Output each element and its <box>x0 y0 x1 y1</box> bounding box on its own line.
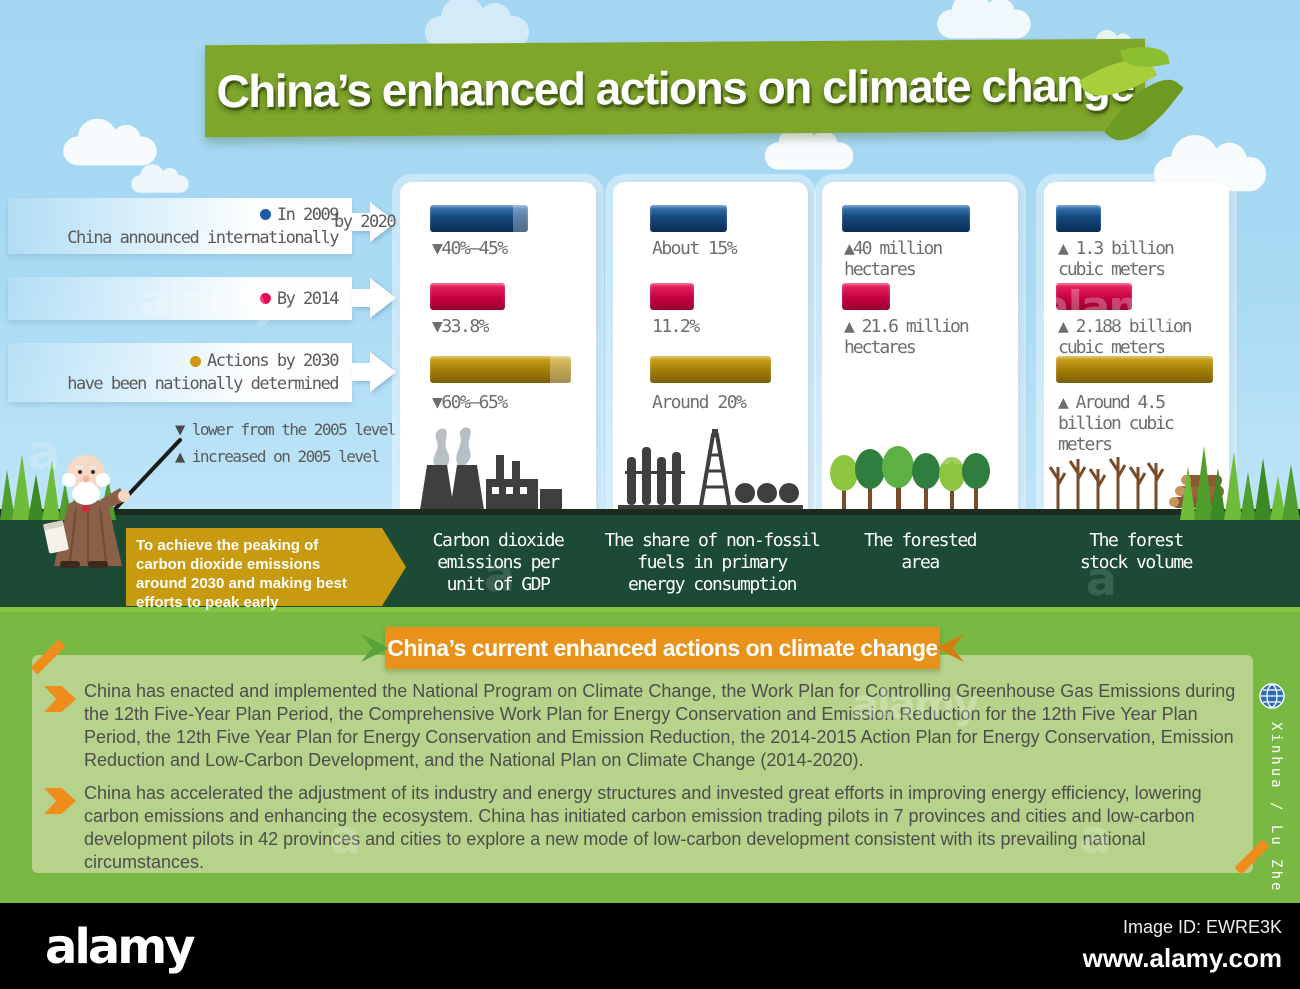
category-label-co2: Carbon dioxide emissions per unit of GDP <box>432 530 565 595</box>
bar-co2-2014 <box>430 283 505 310</box>
bar-foreststock-2014-value: ▲ 2.188 billion cubic meters <box>1058 316 1193 358</box>
bar-nonfossil-2020 <box>650 205 727 232</box>
bar-foreststock-2030 <box>1056 356 1213 383</box>
legend-row-2030-line1: Actions by 2030 <box>189 349 340 373</box>
peak-callout: To achieve the peaking of carbon dioxide… <box>126 528 406 611</box>
section-banner: China’s current enhanced actions on clim… <box>385 627 940 669</box>
legend-lower-note: ▼ lower from the 2005 level <box>175 420 397 440</box>
cloud-icon <box>131 164 189 193</box>
bar-co2-2014-value: ▼33.8% <box>432 316 490 337</box>
chart-column-forest-stock: ▲ 1.3 billion cubic meters ▲ 2.188 billi… <box>1044 182 1229 515</box>
paragraph-1: China has enacted and implemented the Na… <box>84 681 1236 770</box>
bar-forestarea-2020 <box>842 205 970 232</box>
image-id: Image ID: EWRE3K <box>1122 917 1282 937</box>
legend-lower-text: lower from the 2005 level <box>191 420 397 439</box>
grass-icon <box>1180 446 1300 520</box>
bar-nonfossil-2030-value: Around 20% <box>652 392 747 413</box>
legend-row-2020-label: In 2009 <box>276 204 340 225</box>
bar-co2-2020 <box>430 205 528 232</box>
bar-nonfossil-2030 <box>650 356 771 383</box>
legend-row-2014: By 2014 <box>8 277 352 320</box>
cloud-icon <box>764 125 854 170</box>
bar-foreststock-2030-value: ▲ Around 4.5 billion cubic meters <box>1058 392 1175 455</box>
alamy-website: www.alamy.com <box>1082 943 1282 973</box>
red-dot-icon <box>259 293 271 305</box>
legend-row-2030-sub: have been nationally determined <box>67 374 339 394</box>
photo-credit: Xinhua / Lu Zhe <box>1268 722 1284 894</box>
separator-line <box>0 607 1300 612</box>
bar-forestarea-2014 <box>842 283 890 310</box>
legend-row-2030: Actions by 2030 have been nationally det… <box>8 343 352 402</box>
legend-row-2014-label: By 2014 <box>276 288 340 309</box>
bar-nonfossil-2014 <box>650 283 694 310</box>
legend-note-by2020: by 2020 <box>334 212 397 232</box>
bar-forestarea-2020-value: ▲40 million hectares <box>844 238 943 280</box>
bar-co2-2020-value: ▼40%—45% <box>432 238 508 259</box>
page-title: China’s enhanced actions on climate chan… <box>216 58 1134 118</box>
chart-column-co2: ▼40%—45% ▼33.8% ▼60%—65% <box>400 182 596 515</box>
chart-column-forest-area: ▲40 million hectares ▲ 21.6 million hect… <box>822 182 1018 515</box>
gold-dot-icon <box>189 355 201 367</box>
professor-character <box>43 438 182 568</box>
power-plant-icon <box>420 427 562 510</box>
alamy-logo: alamy <box>45 919 196 975</box>
arrow-right-icon <box>352 352 396 392</box>
chart-column-nonfossil: About 15% 11.2% Around 20% <box>613 182 808 515</box>
legend-row-2014-line1: By 2014 <box>259 287 340 311</box>
legend-increase-text: increased on 2005 level <box>191 447 381 466</box>
cloud-icon <box>1153 135 1267 192</box>
arrow-right-icon <box>352 278 396 318</box>
cloud-icon <box>425 0 529 48</box>
legend-increase-note: ▲ increased on 2005 level <box>175 447 381 467</box>
bar-co2-2030 <box>430 356 571 383</box>
legend-row-2020: In 2009 China announced internationally <box>8 198 352 254</box>
cloud-icon <box>63 118 157 166</box>
arrow-right-icon <box>352 202 396 242</box>
cloud-icon <box>937 0 1031 39</box>
bar-foreststock-2020 <box>1056 205 1101 232</box>
bar-co2-2030-value: ▼60%—65% <box>432 392 508 413</box>
ground-line <box>0 509 1300 515</box>
section-banner-text: China’s current enhanced actions on clim… <box>387 634 938 661</box>
alamy-footer-bar: alamy Image ID: EWRE3K www.alamy.com <box>0 903 1300 989</box>
refinery-icon <box>618 429 803 510</box>
peak-callout-text: To achieve the peaking of carbon dioxide… <box>136 537 347 611</box>
category-label-nonfossil: The share of non-fossil fuels in primary… <box>604 530 821 595</box>
title-ribbon: China’s enhanced actions on climate chan… <box>205 38 1145 138</box>
actions-panel <box>32 655 1253 873</box>
bar-forestarea-2014-value: ▲ 21.6 million hectares <box>844 316 970 358</box>
bar-foreststock-2014 <box>1056 283 1132 310</box>
triangle-down-icon: ▼ <box>175 420 185 440</box>
blue-dot-icon <box>259 209 271 221</box>
bar-nonfossil-2020-value: About 15% <box>652 238 738 259</box>
forest-icon <box>830 446 990 510</box>
category-label-forest-area: The forested area <box>863 530 978 573</box>
triangle-up-icon: ▲ <box>175 447 185 467</box>
paragraph-2: China has accelerated the adjustment of … <box>84 783 1202 872</box>
xinhua-globe-icon <box>1259 683 1285 709</box>
legend-row-2030-label: Actions by 2030 <box>206 351 340 371</box>
bar-foreststock-2020-value: ▲ 1.3 billion cubic meters <box>1058 238 1175 280</box>
legend-row-2020-sub: China announced internationally <box>67 227 339 248</box>
footer-right: Image ID: EWRE3K www.alamy.com <box>1083 917 1282 974</box>
bar-nonfossil-2014-value: 11.2% <box>652 316 700 337</box>
legend-row-2020-line1: In 2009 <box>259 203 340 227</box>
category-label-forest-stock: The forest stock volume <box>1079 530 1194 573</box>
